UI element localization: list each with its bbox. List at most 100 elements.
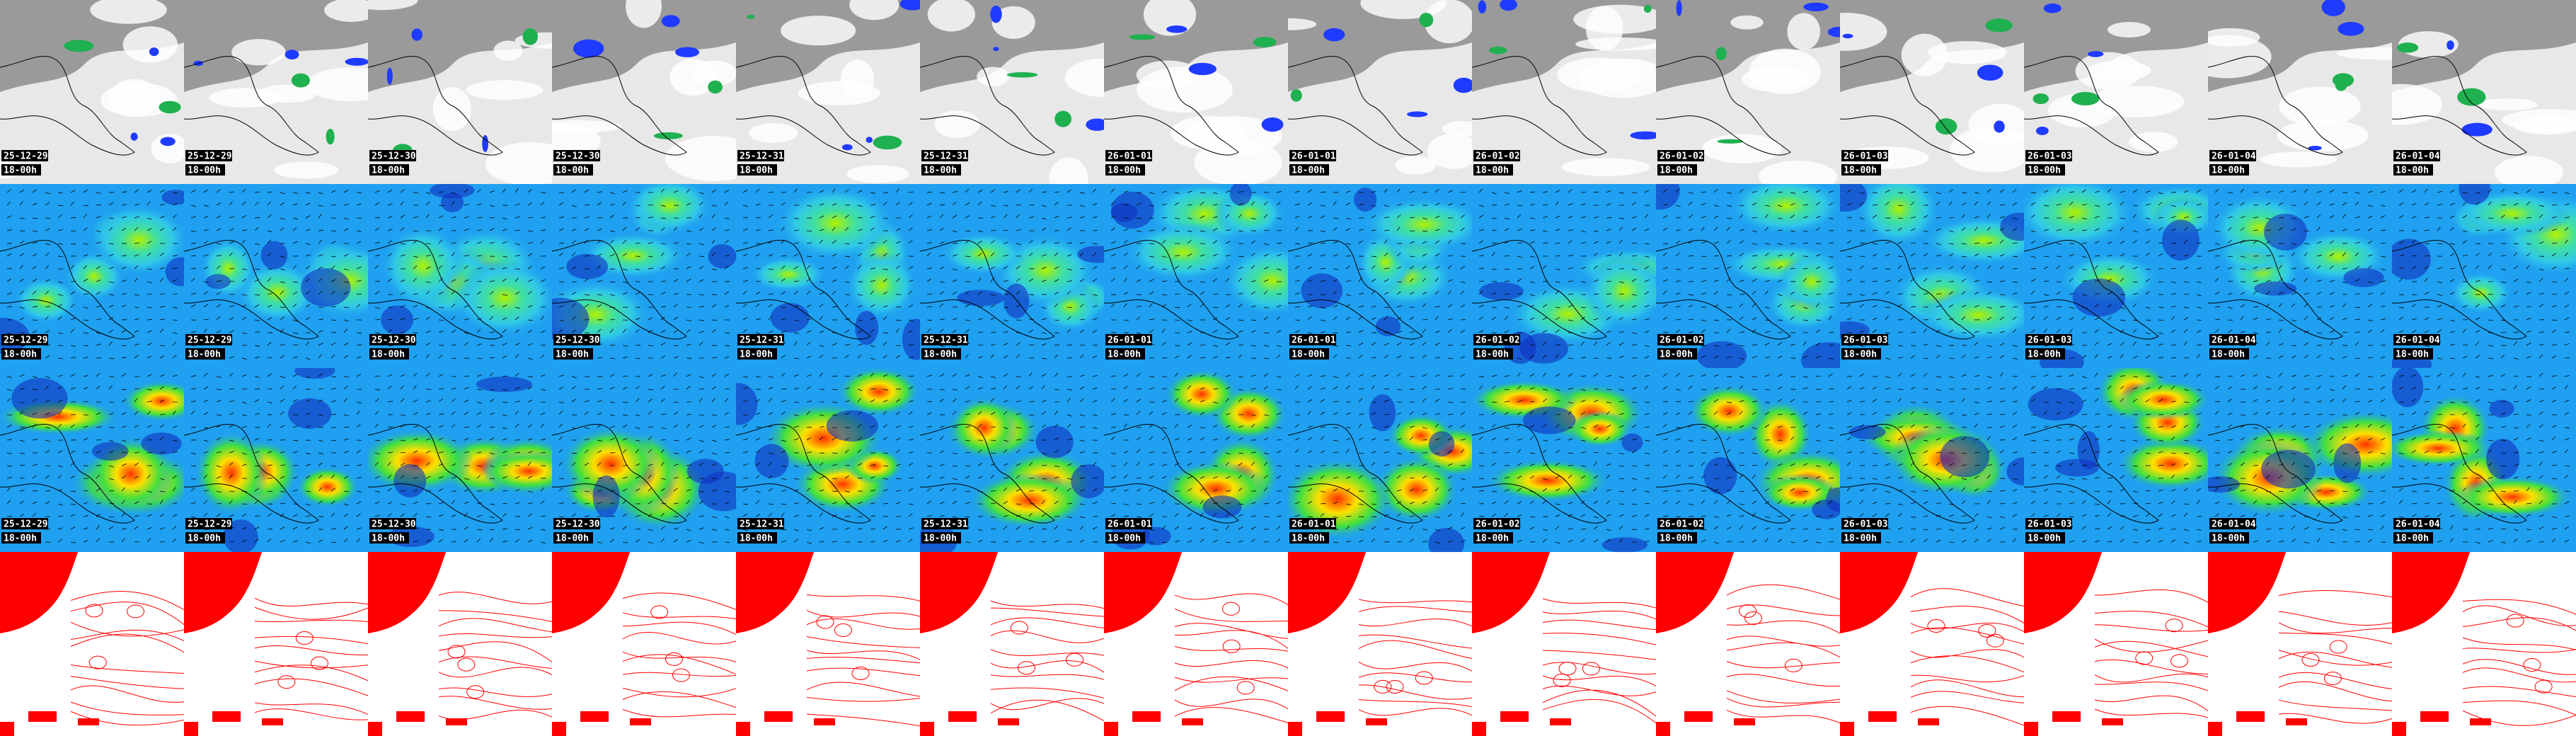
date-label: 26-01-03 (2028, 335, 2072, 346)
land (1656, 552, 1734, 633)
calm (2264, 214, 2308, 251)
precip (653, 132, 683, 139)
label-box (2209, 518, 2256, 529)
date-label: 25-12-30 (372, 335, 416, 346)
coastline (0, 56, 135, 156)
label-box (2393, 334, 2440, 345)
map-tile: 26-01-03 18-00h (1840, 184, 2024, 368)
wind-blob (479, 450, 552, 493)
coastline (1840, 240, 1975, 340)
map-tile (1472, 552, 1656, 736)
calm (1202, 495, 1242, 519)
calm (1004, 283, 1030, 318)
wind-arrows (1846, 372, 2018, 544)
time-label: 18-00h (924, 534, 957, 544)
calm (260, 241, 288, 270)
calm (381, 305, 413, 335)
cloud (1730, 15, 1764, 30)
wind-blob (1568, 410, 1632, 448)
calm (754, 444, 789, 478)
wind-arrows (1294, 188, 1466, 360)
coastline (1104, 240, 1239, 340)
isobars (1174, 593, 1288, 723)
calm (2208, 476, 2240, 493)
cloud (1137, 67, 1233, 113)
map-tile: 25-12-29 18-00h (184, 0, 368, 184)
time-label: 18-00h (2028, 350, 2061, 360)
time-label: 18-00h (1476, 534, 1509, 544)
map-tile: 26-01-03 18-00h (2024, 184, 2208, 368)
cloud (493, 40, 523, 61)
precip (1086, 118, 1104, 131)
isobars (1726, 584, 1840, 724)
label-box (1, 518, 48, 529)
date-label: 25-12-31 (740, 335, 784, 346)
land (2024, 552, 2102, 633)
map-tile: 26-01-03 18-00h (1840, 368, 2024, 552)
islands (920, 711, 1019, 736)
date-label: 26-01-02 (1476, 335, 1520, 346)
calm (1428, 527, 1465, 552)
map-tile: 26-01-01 18-00h (1288, 184, 1472, 368)
time-label: 18-00h (1108, 534, 1141, 544)
label-box (1841, 348, 1881, 360)
islands (0, 711, 99, 736)
calm (2343, 268, 2384, 287)
cloud (2392, 84, 2443, 125)
isobars (622, 592, 736, 718)
map-tile (1104, 552, 1288, 736)
calm (1848, 425, 1886, 439)
wind-blob (296, 466, 360, 508)
land (368, 552, 446, 633)
precip (1643, 4, 1652, 13)
time-label: 18-00h (2396, 534, 2429, 544)
land (2392, 552, 2470, 633)
calm (1479, 282, 1524, 301)
cloud (432, 87, 471, 132)
coastline (1656, 240, 1791, 340)
map-tile: 26-01-04 18-00h (2208, 0, 2392, 184)
label-box (1473, 150, 1520, 161)
land (736, 552, 814, 633)
map-tile (736, 552, 920, 736)
precip (1006, 71, 1038, 78)
label-box (2025, 164, 2065, 176)
calm (301, 268, 351, 307)
cloud (749, 123, 798, 143)
cloud (665, 136, 736, 181)
wind-arrows (1110, 372, 1282, 544)
time-label: 18-00h (1660, 534, 1693, 544)
cloud (2277, 119, 2369, 151)
wind-blob (845, 250, 919, 321)
time-label: 18-00h (1108, 166, 1141, 176)
time-label: 18-00h (1476, 166, 1509, 176)
precip (1803, 2, 1829, 11)
time-label: 18-00h (188, 166, 221, 176)
isobars (1910, 588, 2024, 726)
wind-blob (1856, 184, 1941, 248)
time-label: 18-00h (740, 350, 773, 360)
wind-blob (2117, 437, 2208, 490)
label-box (369, 334, 416, 345)
isobars (990, 600, 1104, 722)
cloud (368, 0, 418, 11)
map-tile: 25-12-30 18-00h (368, 368, 552, 552)
calm (430, 184, 475, 199)
precip (2321, 0, 2345, 16)
wind-blob (88, 203, 184, 277)
time-label: 18-00h (924, 350, 957, 360)
wind-blob (380, 224, 466, 307)
label-box (1289, 164, 1329, 176)
cloud (2279, 86, 2361, 126)
wind-blob (1374, 456, 1459, 523)
map-tile: 26-01-04 18-00h (2208, 368, 2392, 552)
cloud (1901, 33, 1948, 76)
precip (2032, 93, 2049, 105)
label-box (2025, 150, 2072, 161)
label-box (1105, 150, 1152, 161)
time-label: 18-00h (740, 534, 773, 544)
precip (661, 15, 680, 28)
land (2392, 0, 2576, 92)
cloud (324, 0, 368, 22)
map-tile (920, 552, 1104, 736)
